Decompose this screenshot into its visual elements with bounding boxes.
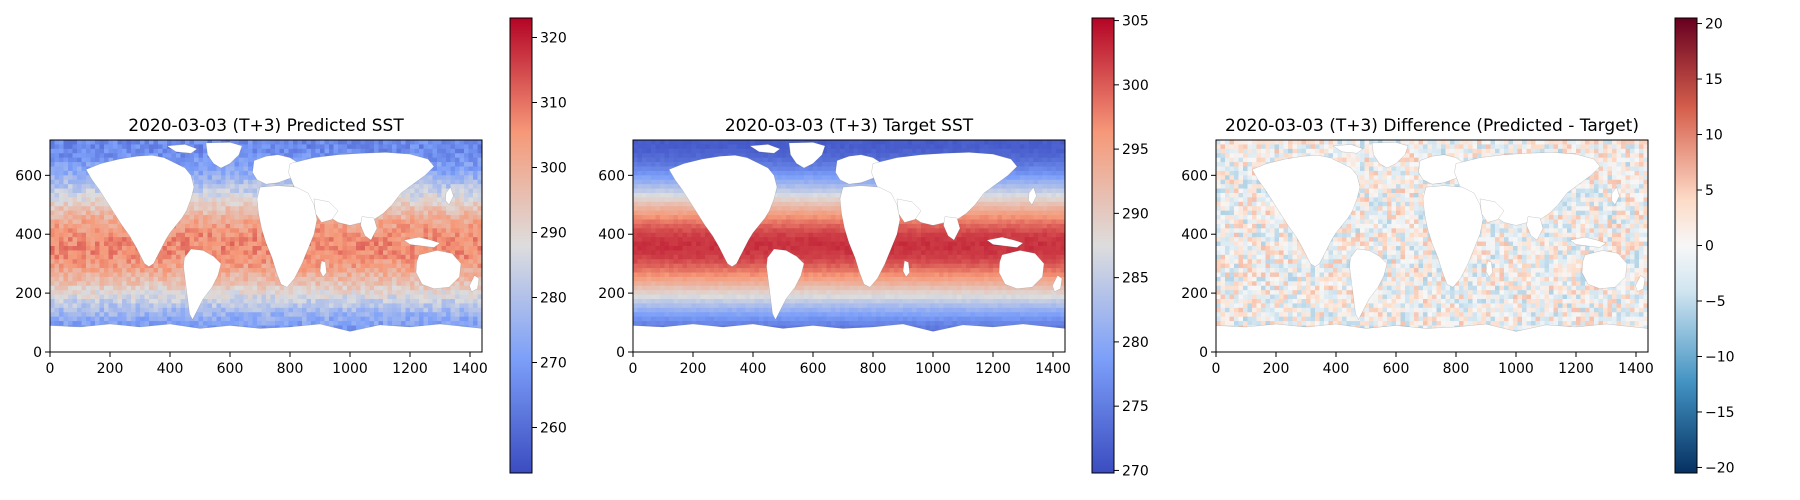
x-tick-label: 600	[1383, 361, 1410, 377]
colorbar-tick-label: −5	[1705, 294, 1726, 310]
x-tick-label: 1400	[1035, 361, 1071, 377]
x-tick-label: 1200	[1558, 361, 1594, 377]
colorbar-tick-label: 280	[540, 291, 567, 307]
y-tick-label: 400	[1181, 227, 1208, 243]
x-tick-label: 800	[1443, 361, 1470, 377]
colorbar-tick-label: 280	[1122, 335, 1149, 351]
colorbar-tick-label: 0	[1705, 239, 1714, 255]
colorbar-tick-label: 310	[540, 96, 567, 112]
y-tick-label: 400	[15, 227, 42, 243]
plot-frame	[632, 139, 1066, 353]
colorbar-tick-label: 290	[1122, 206, 1149, 222]
x-tick-label: 400	[157, 361, 184, 377]
y-tick-label: 600	[15, 168, 42, 184]
x-tick-label: 0	[629, 361, 638, 377]
plot-frame	[1215, 139, 1649, 353]
colorbar-tick-label: −20	[1705, 460, 1735, 476]
colorbar-tick-label: 295	[1122, 142, 1149, 158]
x-tick-label: 1000	[1498, 361, 1534, 377]
y-tick-label: 400	[598, 227, 625, 243]
colorbar-tick-label: 300	[1122, 78, 1149, 94]
x-tick-label: 200	[97, 361, 124, 377]
x-tick-label: 1400	[452, 361, 488, 377]
colorbar-tick-label: 270	[540, 356, 567, 372]
y-tick-label: 0	[616, 345, 625, 361]
colorbar-tick-label: 5	[1705, 183, 1714, 199]
y-tick-label: 200	[598, 286, 625, 302]
x-tick-label: 800	[860, 361, 887, 377]
colorbar-tick-label: 275	[1122, 399, 1149, 415]
x-tick-label: 400	[740, 361, 767, 377]
colorbar	[1674, 17, 1698, 474]
x-tick-label: 0	[1212, 361, 1221, 377]
x-tick-label: 1400	[1618, 361, 1654, 377]
colorbar-tick-label: 320	[540, 31, 567, 47]
colorbar	[509, 17, 533, 474]
chart-title: 2020-03-03 (T+3) Predicted SST	[128, 116, 404, 136]
chart-panel-2: 2020-03-03 (T+3) Target SST 0 200 400 600 800…	[598, 14, 1148, 480]
chart-title: 2020-03-03 (T+3) Target SST	[725, 116, 974, 136]
y-tick-label: 600	[1181, 168, 1208, 184]
x-tick-label: 600	[217, 361, 244, 377]
y-tick-label: 0	[1199, 345, 1208, 361]
colorbar-tick-label: 15	[1705, 72, 1723, 88]
x-tick-label: 600	[800, 361, 827, 377]
colorbar	[1091, 17, 1115, 474]
colorbar-tick-label: 10	[1705, 128, 1723, 144]
colorbar-tick-label: 270	[1122, 463, 1149, 479]
x-tick-label: 1000	[915, 361, 951, 377]
colorbar-tick-label: −15	[1705, 405, 1735, 421]
x-tick-label: 400	[1323, 361, 1350, 377]
chart-title: 2020-03-03 (T+3) Difference (Predicted -…	[1225, 116, 1639, 136]
y-tick-label: 0	[33, 345, 42, 361]
y-tick-label: 200	[15, 286, 42, 302]
colorbar-tick-label: 290	[540, 226, 567, 242]
plot-frame	[49, 139, 483, 353]
x-tick-label: 1200	[392, 361, 428, 377]
colorbar-tick-label: 20	[1705, 17, 1723, 33]
x-tick-label: 1000	[332, 361, 368, 377]
x-tick-label: 200	[680, 361, 707, 377]
colorbar-tick-label: −10	[1705, 349, 1735, 365]
x-tick-label: 0	[46, 361, 55, 377]
x-tick-label: 1200	[975, 361, 1011, 377]
colorbar-tick-label: 300	[540, 161, 567, 177]
colorbar-tick-label: 305	[1122, 14, 1149, 30]
y-tick-label: 200	[1181, 286, 1208, 302]
colorbar-tick-label: 260	[540, 421, 567, 437]
x-tick-label: 800	[277, 361, 304, 377]
y-tick-label: 600	[598, 168, 625, 184]
chart-panel-3: 2020-03-03 (T+3) Difference (Predicted -…	[1181, 17, 1734, 477]
x-tick-label: 200	[1263, 361, 1290, 377]
colorbar-tick-label: 285	[1122, 271, 1149, 287]
chart-panel-1: 2020-03-03 (T+3) Predicted SST 0 200 400 600…	[15, 17, 567, 474]
